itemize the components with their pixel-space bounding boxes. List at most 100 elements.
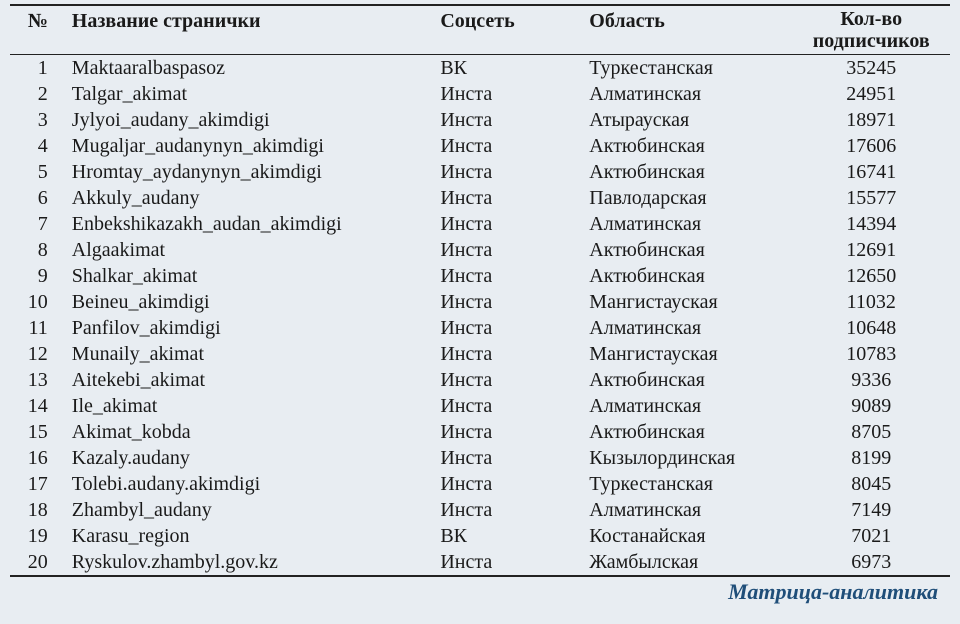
col-header-number: №: [10, 5, 66, 55]
cell-network: Инста: [434, 445, 583, 471]
cell-name: Algaakimat: [66, 237, 435, 263]
cell-region: Туркестанская: [583, 55, 792, 82]
cell-number: 16: [10, 445, 66, 471]
cell-region: Алматинская: [583, 211, 792, 237]
cell-network: Инста: [434, 107, 583, 133]
cell-subscribers: 7149: [792, 497, 950, 523]
cell-number: 6: [10, 185, 66, 211]
cell-network: Инста: [434, 497, 583, 523]
cell-network: Инста: [434, 393, 583, 419]
cell-network: Инста: [434, 315, 583, 341]
cell-name: Tolebi.audany.akimdigi: [66, 471, 435, 497]
cell-network: Инста: [434, 237, 583, 263]
cell-subscribers: 7021: [792, 523, 950, 549]
cell-name: Hromtay_aydanynyn_akimdigi: [66, 159, 435, 185]
cell-number: 5: [10, 159, 66, 185]
table-row: 1MaktaaralbaspasozВКТуркестанская35245: [10, 55, 950, 82]
cell-region: Туркестанская: [583, 471, 792, 497]
col-header-name: Название странички: [66, 5, 435, 55]
table-row: 2Talgar_akimatИнстаАлматинская24951: [10, 81, 950, 107]
cell-network: ВК: [434, 55, 583, 82]
cell-number: 10: [10, 289, 66, 315]
cell-region: Мангистауская: [583, 341, 792, 367]
cell-region: Актюбинская: [583, 367, 792, 393]
table-row: 11Panfilov_akimdigiИнстаАлматинская10648: [10, 315, 950, 341]
cell-number: 13: [10, 367, 66, 393]
cell-name: Enbekshikazakh_audan_akimdigi: [66, 211, 435, 237]
table-row: 8AlgaakimatИнстаАктюбинская12691: [10, 237, 950, 263]
table-row: 16Kazaly.audanyИнстаКызылординская8199: [10, 445, 950, 471]
cell-name: Karasu_region: [66, 523, 435, 549]
cell-number: 3: [10, 107, 66, 133]
cell-region: Актюбинская: [583, 159, 792, 185]
cell-region: Алматинская: [583, 315, 792, 341]
cell-number: 15: [10, 419, 66, 445]
cell-subscribers: 8045: [792, 471, 950, 497]
cell-number: 12: [10, 341, 66, 367]
table-row: 7Enbekshikazakh_audan_akimdigiИнстаАлмат…: [10, 211, 950, 237]
cell-subscribers: 16741: [792, 159, 950, 185]
cell-subscribers: 10783: [792, 341, 950, 367]
cell-region: Актюбинская: [583, 133, 792, 159]
cell-name: Aitekebi_akimat: [66, 367, 435, 393]
table-row: 15Akimat_kobdaИнстаАктюбинская8705: [10, 419, 950, 445]
cell-number: 11: [10, 315, 66, 341]
cell-name: Ile_akimat: [66, 393, 435, 419]
cell-subscribers: 12650: [792, 263, 950, 289]
cell-network: Инста: [434, 289, 583, 315]
cell-subscribers: 9089: [792, 393, 950, 419]
cell-network: Инста: [434, 419, 583, 445]
table-row: 12Munaily_akimatИнстаМангистауская10783: [10, 341, 950, 367]
cell-network: Инста: [434, 159, 583, 185]
cell-subscribers: 9336: [792, 367, 950, 393]
cell-region: Актюбинская: [583, 419, 792, 445]
cell-network: Инста: [434, 263, 583, 289]
cell-subscribers: 8705: [792, 419, 950, 445]
cell-number: 9: [10, 263, 66, 289]
cell-region: Жамбылская: [583, 549, 792, 576]
cell-number: 18: [10, 497, 66, 523]
table-row: 18Zhambyl_audanyИнстаАлматинская7149: [10, 497, 950, 523]
cell-name: Panfilov_akimdigi: [66, 315, 435, 341]
table-row: 9Shalkar_akimatИнстаАктюбинская12650: [10, 263, 950, 289]
cell-number: 8: [10, 237, 66, 263]
cell-number: 1: [10, 55, 66, 82]
cell-network: Инста: [434, 133, 583, 159]
cell-name: Shalkar_akimat: [66, 263, 435, 289]
cell-number: 19: [10, 523, 66, 549]
cell-number: 14: [10, 393, 66, 419]
col-header-region: Область: [583, 5, 792, 55]
cell-name: Kazaly.audany: [66, 445, 435, 471]
cell-number: 17: [10, 471, 66, 497]
cell-subscribers: 10648: [792, 315, 950, 341]
cell-region: Мангистауская: [583, 289, 792, 315]
cell-region: Алматинская: [583, 393, 792, 419]
cell-region: Алматинская: [583, 81, 792, 107]
cell-name: Ryskulov.zhambyl.gov.kz: [66, 549, 435, 576]
cell-name: Talgar_akimat: [66, 81, 435, 107]
cell-subscribers: 35245: [792, 55, 950, 82]
cell-region: Актюбинская: [583, 237, 792, 263]
cell-subscribers: 15577: [792, 185, 950, 211]
table-row: 5Hromtay_aydanynyn_akimdigiИнстаАктюбинс…: [10, 159, 950, 185]
cell-network: Инста: [434, 341, 583, 367]
cell-region: Алматинская: [583, 497, 792, 523]
cell-name: Jylyoi_audany_akimdigi: [66, 107, 435, 133]
cell-number: 4: [10, 133, 66, 159]
cell-subscribers: 24951: [792, 81, 950, 107]
table-row: 6Akkuly_audanyИнстаПавлодарская15577: [10, 185, 950, 211]
cell-number: 7: [10, 211, 66, 237]
cell-network: Инста: [434, 211, 583, 237]
col-header-subscribers: Кол-во подписчиков: [792, 5, 950, 55]
table-container: № Название странички Соцсеть Область Кол…: [0, 0, 960, 624]
cell-network: ВК: [434, 523, 583, 549]
cell-subscribers: 8199: [792, 445, 950, 471]
cell-subscribers: 6973: [792, 549, 950, 576]
cell-network: Инста: [434, 81, 583, 107]
cell-network: Инста: [434, 549, 583, 576]
cell-subscribers: 18971: [792, 107, 950, 133]
cell-network: Инста: [434, 367, 583, 393]
cell-network: Инста: [434, 471, 583, 497]
table-row: 4Mugaljar_audanynyn_akimdigiИнстаАктюбин…: [10, 133, 950, 159]
table-row: 19Karasu_regionВККостанайская7021: [10, 523, 950, 549]
